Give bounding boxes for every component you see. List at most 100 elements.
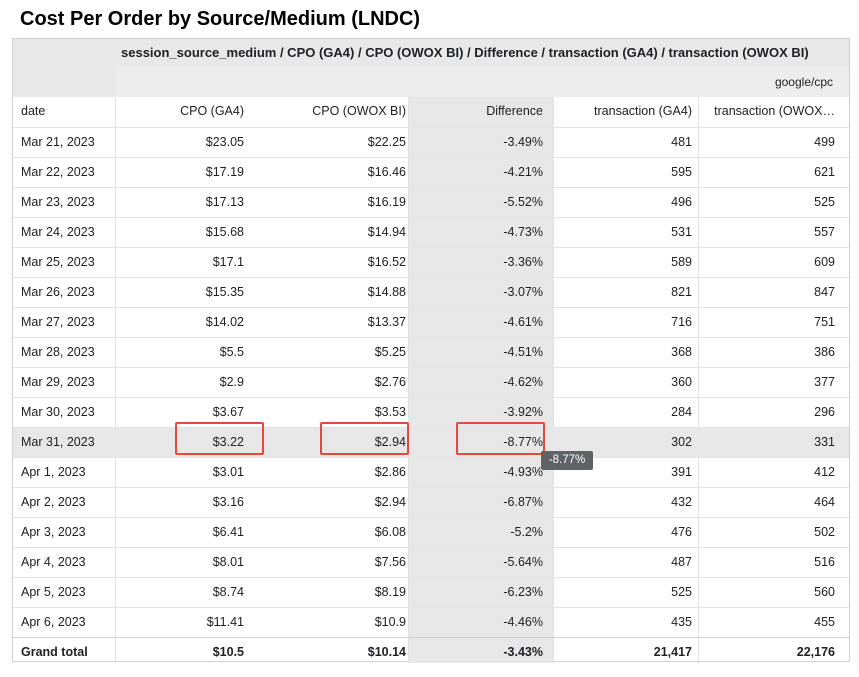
cpo-owox-cell: $2.86	[374, 465, 406, 479]
transaction-ga4-cell: 368	[671, 345, 692, 359]
grand-total-transaction-ga4-cell: 21,417	[653, 645, 692, 659]
grand-total-cpo-owox-cell: $10.14	[367, 645, 406, 659]
difference-cell: -4.61%	[503, 315, 543, 329]
cpo-owox-cell: $3.53	[374, 405, 406, 419]
difference-cell: -4.46%	[503, 615, 543, 629]
transaction-ga4-cell: 435	[671, 615, 692, 629]
table-row[interactable]: Apr 2, 2023 $3.16 $2.94 -6.87% 432 464	[13, 487, 849, 517]
grand-total-row: Grand total $10.5 $10.14 -3.43% 21,417 22,176	[13, 637, 849, 667]
transaction-owox-cell: 621	[814, 165, 835, 179]
date-cell: Mar 21, 2023	[21, 135, 95, 149]
table-row[interactable]: Apr 5, 2023 $8.74 $8.19 -6.23% 525 560	[13, 577, 849, 607]
difference-cell: -4.21%	[503, 165, 543, 179]
date-cell: Apr 3, 2023	[21, 525, 86, 539]
cpo-ga4-cell: $14.02	[205, 315, 244, 329]
table-row[interactable]: Apr 1, 2023 $3.01 $2.86 -4.93% 391 412	[13, 457, 849, 487]
transaction-ga4-cell: 821	[671, 285, 692, 299]
column-header-difference[interactable]: Difference	[486, 104, 543, 118]
cpo-ga4-cell: $17.1	[212, 255, 244, 269]
table-row[interactable]: Mar 24, 2023 $15.68 $14.94 -4.73% 531 557	[13, 217, 849, 247]
cpo-owox-cell: $7.56	[374, 555, 406, 569]
date-cell: Mar 30, 2023	[21, 405, 95, 419]
transaction-owox-cell: 502	[814, 525, 835, 539]
header-dimension-row: session_source_medium / CPO (GA4) / CPO …	[13, 39, 849, 97]
cpo-owox-cell: $10.9	[374, 615, 406, 629]
cpo-owox-cell: $6.08	[374, 525, 406, 539]
difference-cell: -3.49%	[503, 135, 543, 149]
column-header-cpo-ga4[interactable]: CPO (GA4)	[180, 104, 244, 118]
cpo-ga4-cell: $3.67	[212, 405, 244, 419]
table-row[interactable]: Apr 3, 2023 $6.41 $6.08 -5.2% 476 502	[13, 517, 849, 547]
cpo-ga4-cell: $2.9	[219, 375, 244, 389]
date-cell: Apr 2, 2023	[21, 495, 86, 509]
difference-cell: -8.77%	[503, 435, 543, 449]
transaction-owox-cell: 455	[814, 615, 835, 629]
cpo-owox-cell: $14.88	[367, 285, 406, 299]
difference-column-band	[409, 97, 553, 663]
date-cell: Mar 31, 2023	[21, 435, 95, 449]
column-divider	[408, 97, 409, 663]
difference-cell: -3.07%	[503, 285, 543, 299]
transaction-owox-cell: 847	[814, 285, 835, 299]
cpo-owox-cell: $16.52	[367, 255, 406, 269]
difference-cell: -5.64%	[503, 555, 543, 569]
transaction-ga4-cell: 476	[671, 525, 692, 539]
cpo-owox-cell: $16.19	[367, 195, 406, 209]
date-cell: Apr 4, 2023	[21, 555, 86, 569]
transaction-owox-cell: 557	[814, 225, 835, 239]
cpo-ga4-cell: $3.22	[212, 435, 244, 449]
column-divider	[553, 97, 554, 663]
column-header-transaction-owox[interactable]: transaction (OWOX…	[714, 104, 835, 118]
transaction-owox-cell: 386	[814, 345, 835, 359]
table-row[interactable]: Mar 29, 2023 $2.9 $2.76 -4.62% 360 377	[13, 367, 849, 397]
pivot-table: session_source_medium / CPO (GA4) / CPO …	[12, 38, 850, 663]
highlight-box-difference	[456, 422, 545, 455]
table-row[interactable]: Mar 26, 2023 $15.35 $14.88 -3.07% 821 847	[13, 277, 849, 307]
table-row[interactable]: Mar 21, 2023 $23.05 $22.25 -3.49% 481 499	[13, 127, 849, 157]
difference-cell: -6.23%	[503, 585, 543, 599]
date-cell: Mar 22, 2023	[21, 165, 95, 179]
date-cell: Mar 27, 2023	[21, 315, 95, 329]
dimension-value-header[interactable]: google/cpc	[774, 75, 833, 89]
date-cell: Mar 28, 2023	[21, 345, 95, 359]
column-header-cpo-owox[interactable]: CPO (OWOX BI)	[312, 104, 406, 118]
table-row[interactable]: Mar 28, 2023 $5.5 $5.25 -4.51% 368 386	[13, 337, 849, 367]
cpo-ga4-cell: $3.01	[212, 465, 244, 479]
date-cell: Apr 5, 2023	[21, 585, 86, 599]
dimension-path-header[interactable]: session_source_medium / CPO (GA4) / CPO …	[121, 45, 809, 60]
table-row[interactable]: Apr 6, 2023 $11.41 $10.9 -4.46% 435 455	[13, 607, 849, 637]
table-row[interactable]: Mar 23, 2023 $17.13 $16.19 -5.52% 496 525	[13, 187, 849, 217]
table-row[interactable]: Apr 4, 2023 $8.01 $7.56 -5.64% 487 516	[13, 547, 849, 577]
cpo-owox-cell: $5.25	[374, 345, 406, 359]
transaction-ga4-cell: 716	[671, 315, 692, 329]
column-header-transaction-ga4[interactable]: transaction (GA4)	[594, 104, 692, 118]
transaction-owox-cell: 412	[814, 465, 835, 479]
cpo-owox-cell: $13.37	[367, 315, 406, 329]
transaction-owox-cell: 464	[814, 495, 835, 509]
column-header-date[interactable]: date	[21, 104, 46, 118]
table-row[interactable]: Mar 22, 2023 $17.19 $16.46 -4.21% 595 621	[13, 157, 849, 187]
transaction-ga4-cell: 481	[671, 135, 692, 149]
difference-cell: -3.92%	[503, 405, 543, 419]
transaction-owox-cell: 751	[814, 315, 835, 329]
date-cell: Mar 24, 2023	[21, 225, 95, 239]
cpo-ga4-cell: $6.41	[212, 525, 244, 539]
highlight-box-cpo-ga4	[175, 422, 264, 455]
transaction-owox-cell: 296	[814, 405, 835, 419]
table-row[interactable]: Mar 25, 2023 $17.1 $16.52 -3.36% 589 609	[13, 247, 849, 277]
date-cell: Apr 6, 2023	[21, 615, 86, 629]
table-row[interactable]: Mar 31, 2023 $3.22 $2.94 -8.77% 302 331	[13, 427, 849, 457]
cpo-ga4-cell: $17.13	[205, 195, 244, 209]
table-row[interactable]: Mar 30, 2023 $3.67 $3.53 -3.92% 284 296	[13, 397, 849, 427]
cpo-ga4-cell: $8.01	[212, 555, 244, 569]
cpo-ga4-cell: $15.68	[205, 225, 244, 239]
date-cell: Apr 1, 2023	[21, 465, 86, 479]
transaction-ga4-cell: 432	[671, 495, 692, 509]
difference-cell: -5.2%	[510, 525, 543, 539]
table-row[interactable]: Mar 27, 2023 $14.02 $13.37 -4.61% 716 751	[13, 307, 849, 337]
transaction-owox-cell: 331	[814, 435, 835, 449]
cpo-owox-cell: $14.94	[367, 225, 406, 239]
cpo-ga4-cell: $3.16	[212, 495, 244, 509]
transaction-ga4-cell: 496	[671, 195, 692, 209]
date-cell: Mar 26, 2023	[21, 285, 95, 299]
